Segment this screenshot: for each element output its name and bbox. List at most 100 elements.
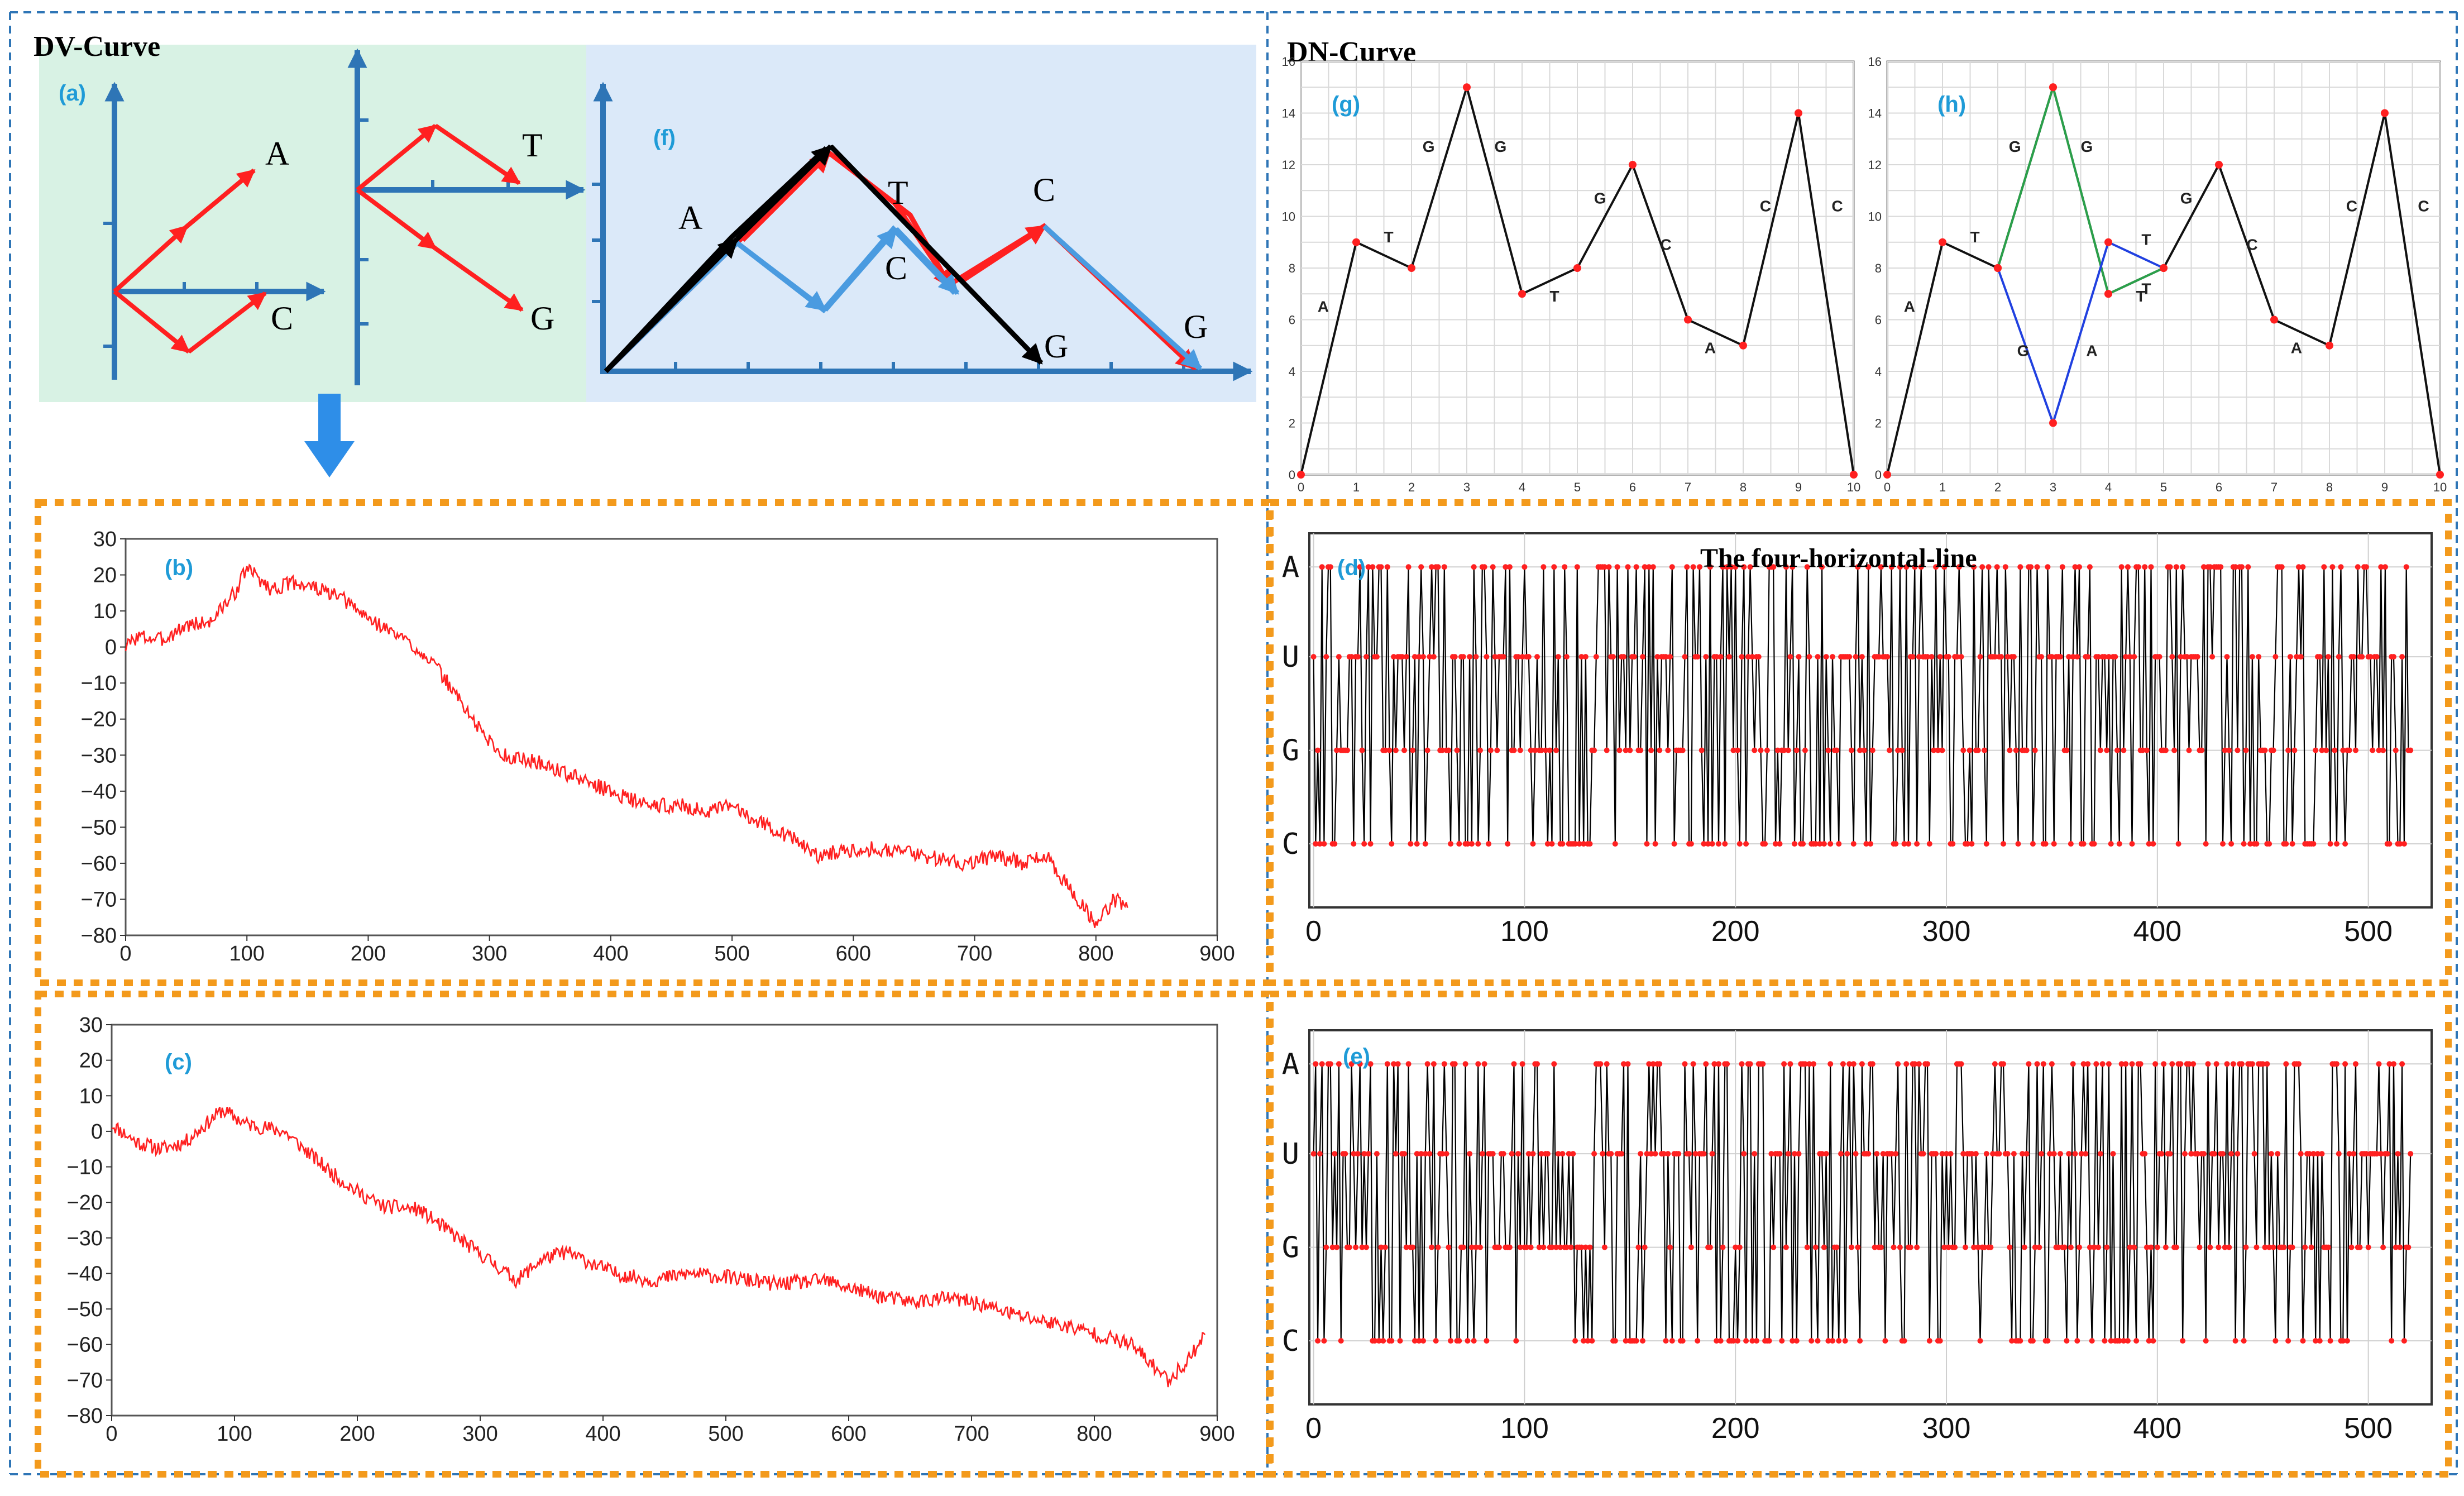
four-line-point xyxy=(1821,841,1827,847)
four-line-point xyxy=(1321,841,1327,847)
four-line-point xyxy=(1680,1338,1686,1344)
dn-point xyxy=(2381,109,2389,117)
four-line-point xyxy=(1958,654,1964,660)
x-tick-label: 3 xyxy=(1463,480,1470,494)
y-tick-label: 6 xyxy=(1875,313,1882,327)
four-line-point xyxy=(2380,747,2386,753)
four-line-point xyxy=(2002,564,2008,570)
four-line-point xyxy=(2097,747,2103,753)
four-line-point xyxy=(1465,841,1471,847)
four-line-point xyxy=(2055,1244,2061,1250)
four-line-point xyxy=(2235,1151,2241,1157)
four-line-point xyxy=(2068,841,2074,847)
four-line-point xyxy=(2213,1061,2219,1067)
four-line-point xyxy=(2068,1244,2074,1250)
four-line-point xyxy=(1494,747,1500,753)
y-tick-label: −80 xyxy=(67,1404,103,1428)
four-line-point xyxy=(2230,1061,2236,1067)
four-line-point xyxy=(1925,654,1930,660)
four-line-point xyxy=(1481,1061,1487,1067)
four-line-point xyxy=(2108,1338,2114,1344)
x-tick-label: 0 xyxy=(106,1422,117,1446)
dv-curve-title: DV-Curve xyxy=(34,31,160,63)
y-tick-label: 8 xyxy=(1875,261,1882,275)
x-tick-label: 9 xyxy=(1795,480,1802,494)
four-line-point xyxy=(1717,654,1724,660)
dn-point xyxy=(1463,83,1471,92)
four-line-point xyxy=(2348,1244,2355,1250)
four-line-point xyxy=(2367,654,2374,660)
y-tick-label: 20 xyxy=(93,564,117,587)
panel-e-label: (e) xyxy=(1343,1044,1370,1069)
four-line-point xyxy=(1979,564,1985,570)
four-line-point xyxy=(1793,747,1800,753)
four-line-point xyxy=(1855,1244,1861,1250)
four-line-point xyxy=(1365,1151,1371,1157)
four-line-point xyxy=(1926,841,1932,847)
four-line-point xyxy=(1511,747,1517,753)
y-tick-label: −20 xyxy=(81,708,117,732)
four-line-point xyxy=(1576,841,1582,847)
four-line-point xyxy=(1578,1244,1585,1250)
dn-point xyxy=(1518,290,1526,298)
four-line-point xyxy=(1401,1151,1407,1157)
four-line-point xyxy=(2397,1244,2403,1250)
four-line-point xyxy=(2205,1061,2211,1067)
four-line-point xyxy=(2104,1244,2110,1250)
x-tick-label: 4 xyxy=(2105,480,2112,494)
four-line-point xyxy=(2070,1061,2076,1067)
four-line-point xyxy=(1424,747,1430,753)
four-line-point xyxy=(2340,1338,2346,1344)
four-line-point xyxy=(2020,1151,2025,1157)
four-line-point xyxy=(2146,1338,2152,1344)
four-line-point xyxy=(1752,1151,1758,1157)
four-line-point xyxy=(1836,841,1842,847)
four-line-point xyxy=(2173,1244,2179,1250)
four-line-point xyxy=(2125,1338,2131,1344)
orange-box-e xyxy=(1267,991,2452,1478)
four-line-point xyxy=(2268,1151,2274,1157)
four-line-point xyxy=(2142,564,2148,570)
x-tick-label: 500 xyxy=(2344,915,2393,948)
four-line-point xyxy=(1777,841,1783,847)
four-line-point xyxy=(1534,654,1540,660)
four-line-point xyxy=(2201,1151,2207,1157)
four-line-point xyxy=(1669,564,1675,570)
four-line-point xyxy=(1601,1244,1607,1250)
four-line-point xyxy=(1441,564,1447,570)
four-line-point xyxy=(1690,1061,1696,1067)
four-line-point xyxy=(1490,564,1496,570)
four-line-point xyxy=(1964,841,1970,847)
four-line-point xyxy=(2085,654,2091,660)
four-line-point xyxy=(2125,564,2131,570)
four-line-point xyxy=(2080,841,2087,847)
four-line-point xyxy=(2300,1338,2306,1344)
four-line-point xyxy=(1657,747,1663,753)
four-line-point xyxy=(1525,1151,1532,1157)
four-line-point xyxy=(1857,747,1863,753)
y-tick-label: 2 xyxy=(1289,417,1295,431)
four-line-point xyxy=(1410,1244,1416,1250)
four-line-point xyxy=(1654,654,1661,660)
four-line-point xyxy=(1876,654,1882,660)
f-letter-a: A xyxy=(678,199,702,236)
y-tick-label: 14 xyxy=(1868,107,1882,121)
y-tick-label: 6 xyxy=(1289,313,1295,327)
four-line-point xyxy=(1597,1061,1604,1067)
four-line-point xyxy=(1544,841,1551,847)
four-line-point xyxy=(2015,841,2021,847)
four-line-point xyxy=(1355,1151,1361,1157)
four-line-point xyxy=(2099,1061,2106,1067)
y-tick-label: −50 xyxy=(67,1298,103,1321)
x-tick-label: 600 xyxy=(831,1422,866,1446)
four-line-point xyxy=(1486,841,1492,847)
four-line-point xyxy=(2264,1061,2270,1067)
x-tick-label: 700 xyxy=(957,942,992,966)
four-line-point xyxy=(1787,654,1793,660)
four-line-point xyxy=(1853,1151,1859,1157)
four-line-point xyxy=(1408,841,1414,847)
four-line-point xyxy=(1646,564,1652,570)
four-line-point xyxy=(2355,564,2361,570)
four-line-point xyxy=(2182,1151,2188,1157)
four-line-point xyxy=(2243,747,2249,753)
